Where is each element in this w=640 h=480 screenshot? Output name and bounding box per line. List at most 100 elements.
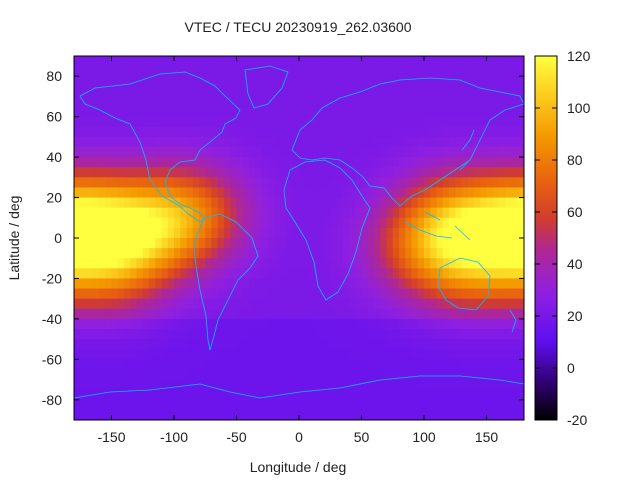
heatmap-cell bbox=[436, 278, 444, 290]
heatmap-cell bbox=[105, 177, 113, 189]
heatmap-cell bbox=[186, 96, 194, 108]
heatmap-cell bbox=[186, 329, 194, 340]
heatmap-cell bbox=[236, 238, 244, 249]
heatmap-cell bbox=[205, 86, 213, 98]
heatmap-cell bbox=[461, 349, 469, 360]
heatmap-cell bbox=[374, 116, 381, 128]
heatmap-cell bbox=[361, 278, 369, 290]
heatmap-cell bbox=[299, 126, 306, 138]
heatmap-cell bbox=[342, 96, 350, 108]
heatmap-cell bbox=[386, 197, 394, 209]
heatmap-cell bbox=[336, 157, 344, 168]
heatmap-cell bbox=[386, 86, 394, 98]
heatmap-cell bbox=[399, 96, 406, 108]
heatmap-cell bbox=[349, 177, 356, 189]
heatmap-cell bbox=[249, 197, 256, 209]
heatmap-cell bbox=[505, 409, 513, 420]
heatmap-cell bbox=[155, 187, 163, 199]
heatmap-cell bbox=[149, 136, 156, 148]
heatmap-cell bbox=[417, 339, 425, 350]
heatmap-cell bbox=[242, 197, 250, 209]
heatmap-cell bbox=[361, 248, 369, 259]
heatmap-cell bbox=[367, 389, 375, 401]
heatmap-cell bbox=[430, 409, 438, 420]
heatmap-cell bbox=[374, 339, 381, 350]
heatmap-cell bbox=[311, 177, 319, 189]
heatmap-cell bbox=[86, 217, 94, 229]
heatmap-cell bbox=[430, 227, 438, 239]
heatmap-cell bbox=[317, 167, 325, 178]
heatmap-cell bbox=[330, 106, 338, 118]
heatmap-cell bbox=[174, 359, 181, 371]
heatmap-cell bbox=[449, 288, 456, 300]
heatmap-cell bbox=[236, 288, 244, 300]
heatmap-cell bbox=[105, 349, 113, 360]
heatmap-cell bbox=[299, 389, 306, 401]
heatmap-cell bbox=[311, 207, 319, 219]
heatmap-cell bbox=[430, 177, 438, 189]
heatmap-cell bbox=[105, 187, 113, 199]
heatmap-cell bbox=[342, 116, 350, 128]
heatmap-cell bbox=[192, 177, 200, 189]
heatmap-cell bbox=[192, 197, 200, 209]
heatmap-cell bbox=[417, 167, 425, 178]
heatmap-cell bbox=[180, 76, 188, 87]
heatmap-cell bbox=[167, 126, 175, 138]
heatmap-cell bbox=[105, 389, 113, 401]
heatmap-cell bbox=[511, 268, 519, 280]
heatmap-cell bbox=[286, 399, 294, 411]
heatmap-cell bbox=[149, 157, 156, 168]
heatmap-cell bbox=[374, 318, 381, 330]
heatmap-cell bbox=[117, 238, 125, 249]
heatmap-cell bbox=[480, 379, 488, 391]
heatmap-cell bbox=[74, 136, 81, 148]
heatmap-cell bbox=[267, 379, 275, 391]
heatmap-cell bbox=[249, 177, 256, 189]
heatmap-cell bbox=[517, 167, 524, 178]
heatmap-cell bbox=[317, 298, 325, 310]
heatmap-cell bbox=[174, 56, 181, 67]
x-tick-label: -150 bbox=[97, 429, 125, 445]
heatmap-cell bbox=[411, 389, 419, 401]
heatmap-cell bbox=[392, 399, 400, 411]
heatmap-cell bbox=[180, 369, 188, 381]
heatmap-cell bbox=[192, 349, 200, 360]
heatmap-cell bbox=[492, 339, 500, 350]
heatmap-cell bbox=[311, 248, 319, 259]
heatmap-cell bbox=[224, 379, 231, 391]
heatmap-cell bbox=[461, 66, 469, 77]
heatmap-cell bbox=[236, 86, 244, 98]
heatmap-cell bbox=[386, 389, 394, 401]
heatmap-cell bbox=[517, 298, 524, 310]
heatmap-cell bbox=[480, 157, 488, 168]
heatmap-cell bbox=[180, 288, 188, 300]
heatmap-cell bbox=[236, 136, 244, 148]
heatmap-cell bbox=[280, 329, 288, 340]
heatmap-cell bbox=[105, 126, 113, 138]
heatmap-cell bbox=[224, 106, 231, 118]
heatmap-cell bbox=[361, 157, 369, 168]
heatmap-cell bbox=[361, 318, 369, 330]
heatmap-cell bbox=[349, 238, 356, 249]
heatmap-cell bbox=[517, 379, 524, 391]
heatmap-cell bbox=[436, 197, 444, 209]
heatmap-cell bbox=[474, 116, 481, 128]
heatmap-cell bbox=[255, 197, 263, 209]
heatmap-cell bbox=[224, 197, 231, 209]
heatmap-cell bbox=[367, 238, 375, 249]
heatmap-cell bbox=[342, 349, 350, 360]
heatmap-cell bbox=[211, 106, 219, 118]
heatmap-cell bbox=[155, 258, 163, 269]
heatmap-cell bbox=[430, 157, 438, 168]
heatmap-cell bbox=[367, 116, 375, 128]
heatmap-cell bbox=[224, 278, 231, 290]
heatmap-cell bbox=[336, 56, 344, 67]
heatmap-cell bbox=[261, 227, 269, 239]
heatmap-cell bbox=[130, 248, 138, 259]
heatmap-cell bbox=[199, 238, 206, 249]
heatmap-cell bbox=[80, 318, 88, 330]
heatmap-cell bbox=[242, 288, 250, 300]
heatmap-cell bbox=[517, 177, 524, 189]
heatmap-cell bbox=[430, 106, 438, 118]
heatmap-cell bbox=[86, 258, 94, 269]
